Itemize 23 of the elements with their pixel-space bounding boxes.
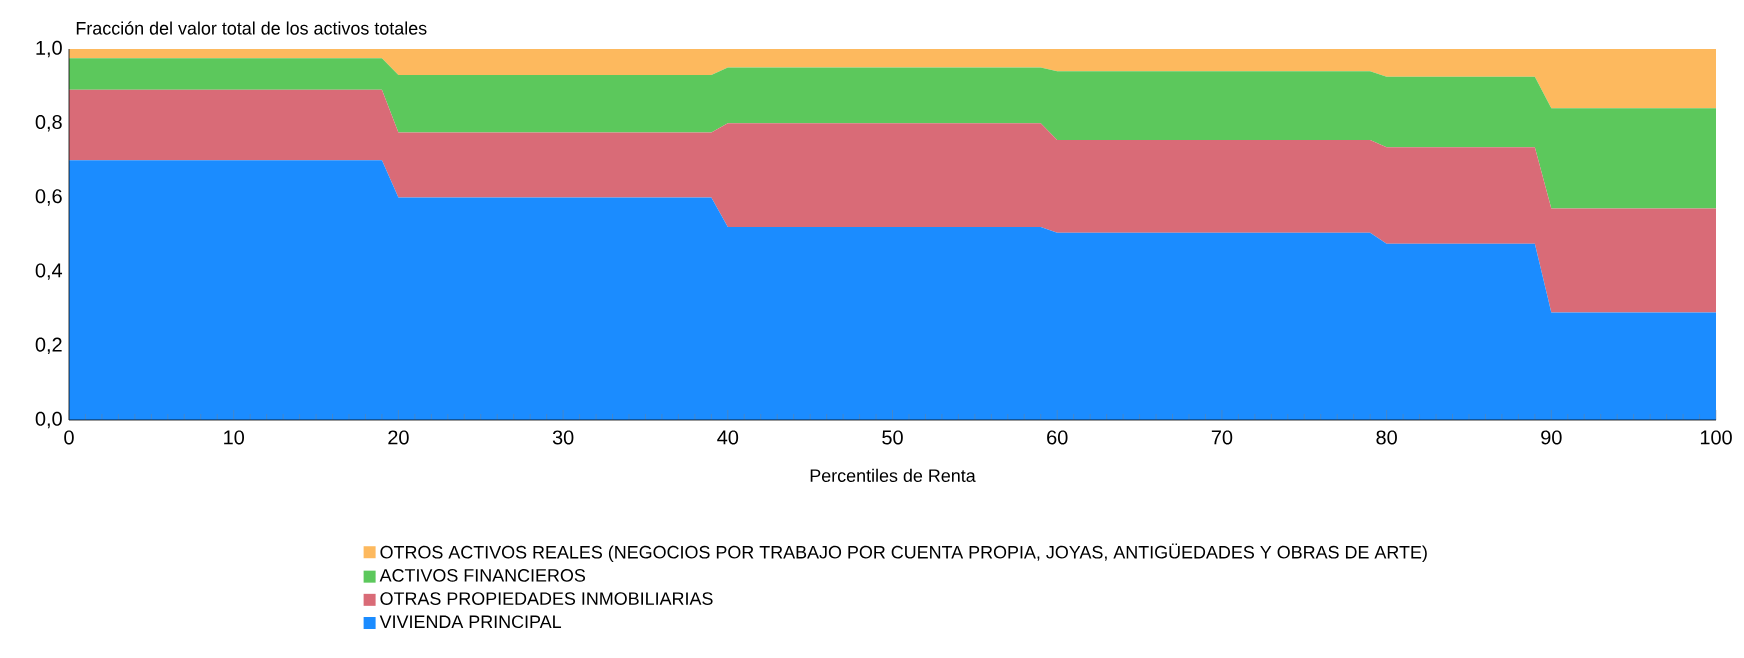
y-tick-label: 0,2 xyxy=(35,337,62,355)
y-tick-label: 1,0 xyxy=(36,40,62,58)
y-axis-title: Fracción del valor total de los activos totales xyxy=(76,21,427,35)
y-tick-label: 0,4 xyxy=(35,263,63,280)
x-tick-label: 10 xyxy=(224,430,245,445)
x-axis-title: Percentiles de Renta xyxy=(810,468,976,483)
x-tick-label: 90 xyxy=(1541,430,1562,445)
y-tick-label: 0,0 xyxy=(35,411,62,429)
x-tick-label: 50 xyxy=(882,430,903,445)
x-tick-label: 0 xyxy=(64,430,74,445)
x-tick-label: 100 xyxy=(1700,430,1732,445)
y-tick-label: 0,8 xyxy=(35,114,62,132)
legend-label: VIVIENDA PRINCIPAL xyxy=(379,615,562,629)
x-tick-label: 20 xyxy=(388,430,409,445)
x-tick-label: 70 xyxy=(1211,430,1233,445)
x-tick-label: 60 xyxy=(1047,430,1068,445)
x-tick-label: 40 xyxy=(717,430,739,445)
legend-label: OTROS ACTIVOS REALES (NEGOCIOS POR TRABAJO POR CUENTA PROPIA, JOYAS, ANTIGÜEDADES Y OBRAS DE ARTE) xyxy=(380,543,1427,563)
x-tick-label: 30 xyxy=(552,430,574,445)
y-tick-label: 0,6 xyxy=(35,189,62,206)
legend-label: OTRAS PROPIEDADES INMOBILIARIAS xyxy=(380,592,713,605)
legend-label: ACTIVOS FINANCIEROS xyxy=(379,569,586,582)
x-tick-label: 80 xyxy=(1376,430,1397,445)
